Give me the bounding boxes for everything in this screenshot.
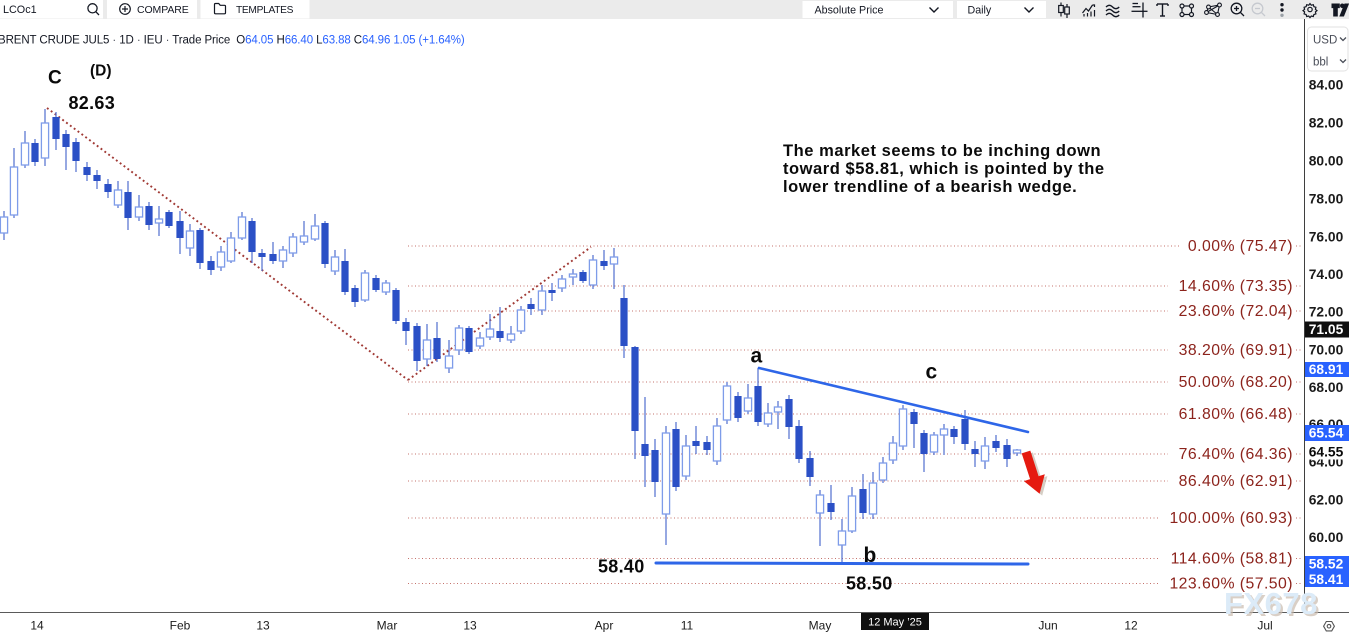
svg-text:Feb: Feb xyxy=(170,619,191,633)
svg-text:68.00: 68.00 xyxy=(1309,380,1344,395)
svg-text:84.00: 84.00 xyxy=(1309,78,1344,93)
svg-text:14: 14 xyxy=(30,619,44,633)
svg-text:May: May xyxy=(809,619,832,633)
svg-text:60.00: 60.00 xyxy=(1309,530,1344,545)
svg-text:TEMPLATES: TEMPLATES xyxy=(236,5,294,16)
svg-text:Absolute Price: Absolute Price xyxy=(815,5,884,17)
svg-text:C: C xyxy=(48,68,62,89)
svg-text:toward $58.81, which is pointe: toward $58.81, which is pointed by the xyxy=(783,160,1105,178)
svg-text:61.80% (66.48): 61.80% (66.48) xyxy=(1179,406,1293,423)
svg-text:82.63: 82.63 xyxy=(69,93,116,113)
svg-text:70.00: 70.00 xyxy=(1309,343,1344,358)
svg-text:c: c xyxy=(926,361,938,384)
svg-text:100.00% (60.93): 100.00% (60.93) xyxy=(1169,510,1293,527)
svg-text:123.60% (57.50): 123.60% (57.50) xyxy=(1169,576,1293,593)
svg-text:62.00: 62.00 xyxy=(1309,493,1344,508)
svg-text:14.60% (73.35): 14.60% (73.35) xyxy=(1179,278,1293,295)
svg-text:23.60% (72.04): 23.60% (72.04) xyxy=(1179,303,1293,320)
svg-text:LCOc1: LCOc1 xyxy=(3,4,37,16)
svg-text:USD: USD xyxy=(1313,35,1337,47)
svg-text:78.00: 78.00 xyxy=(1309,192,1344,207)
svg-text:58.41: 58.41 xyxy=(1309,572,1344,587)
svg-text:a: a xyxy=(751,345,763,368)
svg-text:74.00: 74.00 xyxy=(1309,267,1344,282)
svg-text:FX678: FX678 xyxy=(1224,586,1318,621)
svg-text:80.00: 80.00 xyxy=(1309,154,1344,169)
svg-text:Jun: Jun xyxy=(1038,619,1057,633)
svg-text:68.91: 68.91 xyxy=(1309,362,1344,377)
svg-text:bbl: bbl xyxy=(1313,57,1328,69)
svg-text:13: 13 xyxy=(463,619,477,633)
svg-text:lower trendline of a bearish w: lower trendline of a bearish wedge. xyxy=(783,178,1077,196)
svg-text:72.00: 72.00 xyxy=(1309,305,1344,320)
svg-text:11: 11 xyxy=(681,619,694,633)
svg-text:COMPARE: COMPARE xyxy=(137,4,189,16)
svg-text:Jul: Jul xyxy=(1257,619,1272,633)
svg-text:(D): (D) xyxy=(90,63,112,80)
svg-text:b: b xyxy=(864,544,877,567)
svg-text:58.40: 58.40 xyxy=(598,557,645,577)
svg-text:Daily: Daily xyxy=(968,5,992,17)
svg-text:76.40% (64.36): 76.40% (64.36) xyxy=(1179,446,1293,463)
svg-text:12: 12 xyxy=(1124,619,1138,633)
svg-text:The market seems to be inching: The market seems to be inching down xyxy=(783,142,1101,160)
svg-text:71.05: 71.05 xyxy=(1309,322,1344,337)
svg-text:58.50: 58.50 xyxy=(846,574,893,594)
svg-text:86.40% (62.91): 86.40% (62.91) xyxy=(1179,473,1293,490)
svg-text:FX678: FX678 xyxy=(1226,588,1320,623)
svg-text:12 May ’25: 12 May ’25 xyxy=(868,617,922,629)
svg-text:50.00% (68.20): 50.00% (68.20) xyxy=(1179,374,1293,391)
svg-text:76.00: 76.00 xyxy=(1309,230,1344,245)
svg-text:Mar: Mar xyxy=(377,619,398,633)
svg-text:114.60% (58.81): 114.60% (58.81) xyxy=(1171,551,1293,568)
svg-text:82.00: 82.00 xyxy=(1309,116,1344,131)
svg-text:38.20% (69.91): 38.20% (69.91) xyxy=(1179,342,1293,359)
svg-text:0.00% (75.47): 0.00% (75.47) xyxy=(1188,238,1293,255)
svg-text:Apr: Apr xyxy=(595,619,614,633)
svg-text:64.55: 64.55 xyxy=(1309,445,1344,460)
svg-text:65.54: 65.54 xyxy=(1309,426,1344,441)
svg-text:BRENT CRUDE JUL5 · 1D · IEU ·: BRENT CRUDE JUL5 · 1D · IEU · Trade Pric… xyxy=(0,35,465,47)
svg-text:58.52: 58.52 xyxy=(1309,556,1344,571)
svg-text:13: 13 xyxy=(256,619,270,633)
